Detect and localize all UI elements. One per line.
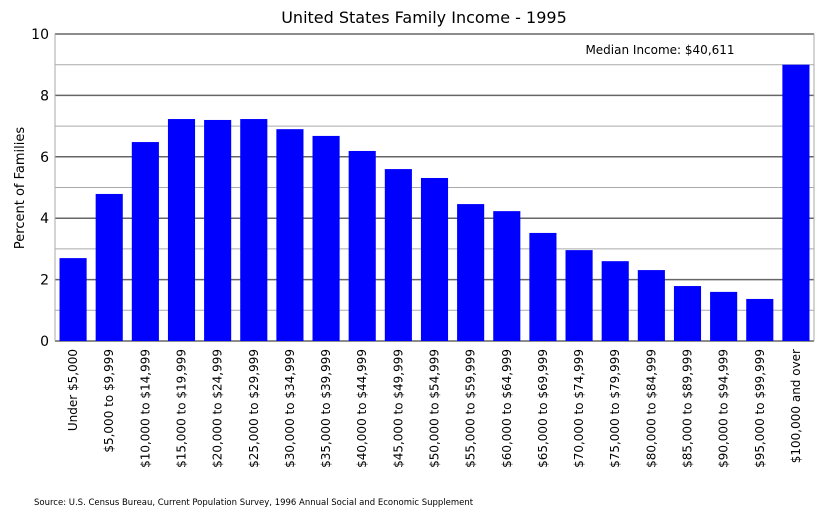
x-tick-label: $25,000 to $29,999 bbox=[247, 349, 261, 468]
y-tick-label: 0 bbox=[40, 334, 49, 350]
bar bbox=[276, 129, 304, 341]
x-tick-label: $50,000 to $54,999 bbox=[428, 349, 442, 468]
bar bbox=[565, 250, 593, 341]
bar bbox=[348, 150, 376, 341]
y-tick-label: 2 bbox=[40, 273, 49, 289]
x-tick-label: $15,000 to $19,999 bbox=[175, 349, 189, 468]
bar bbox=[673, 286, 702, 341]
x-tick-label: Under $5,000 bbox=[66, 349, 80, 431]
x-tick-label: $65,000 to $69,999 bbox=[536, 349, 550, 468]
y-tick-label: 10 bbox=[31, 27, 49, 43]
x-tick-label: $75,000 to $79,999 bbox=[608, 349, 622, 468]
bar bbox=[312, 135, 340, 341]
x-tick-label: $30,000 to $34,999 bbox=[283, 349, 297, 468]
x-tick-label: $95,000 to $99,999 bbox=[753, 349, 767, 468]
x-tick-label: $10,000 to $14,999 bbox=[138, 349, 152, 468]
median-annotation: Median Income: $40,611 bbox=[585, 43, 734, 57]
bar bbox=[384, 169, 412, 341]
bar bbox=[167, 119, 196, 341]
bar bbox=[493, 211, 521, 341]
x-tick-label: $90,000 to $94,999 bbox=[717, 349, 731, 468]
x-tick-label: $100,000 and over bbox=[789, 349, 803, 463]
bar bbox=[710, 291, 738, 341]
x-tick-label: $80,000 to $84,999 bbox=[644, 349, 658, 468]
x-tick-label: $45,000 to $49,999 bbox=[391, 349, 405, 468]
bar bbox=[204, 119, 232, 342]
y-tick-label: 6 bbox=[40, 150, 49, 166]
x-tick-label: $40,000 to $44,999 bbox=[355, 349, 369, 468]
y-tick-label: 8 bbox=[40, 88, 49, 104]
bar bbox=[131, 142, 159, 341]
x-tick-label: $20,000 to $24,999 bbox=[211, 349, 225, 468]
bar bbox=[420, 177, 449, 341]
bar bbox=[637, 270, 665, 341]
y-tick-label: 4 bbox=[40, 211, 49, 227]
x-tick-label: $85,000 to $89,999 bbox=[681, 349, 695, 468]
x-tick-label: $70,000 to $74,999 bbox=[572, 349, 586, 468]
x-tick-label: $55,000 to $59,999 bbox=[464, 349, 478, 468]
bar bbox=[782, 64, 810, 341]
bar bbox=[240, 119, 268, 341]
bar bbox=[457, 204, 485, 341]
bar bbox=[95, 193, 123, 341]
x-tick-label: $5,000 to $9,999 bbox=[102, 349, 116, 453]
chart-title: United States Family Income - 1995 bbox=[281, 8, 567, 27]
source-note: Source: U.S. Census Bureau, Current Popu… bbox=[34, 498, 474, 508]
bar bbox=[59, 258, 87, 341]
y-axis-label: Percent of Families bbox=[13, 127, 28, 249]
bar bbox=[601, 261, 629, 341]
bar bbox=[746, 298, 774, 341]
x-tick-label: $35,000 to $39,999 bbox=[319, 349, 333, 468]
x-tick-label: $60,000 to $64,999 bbox=[500, 349, 514, 468]
bar bbox=[529, 232, 557, 341]
